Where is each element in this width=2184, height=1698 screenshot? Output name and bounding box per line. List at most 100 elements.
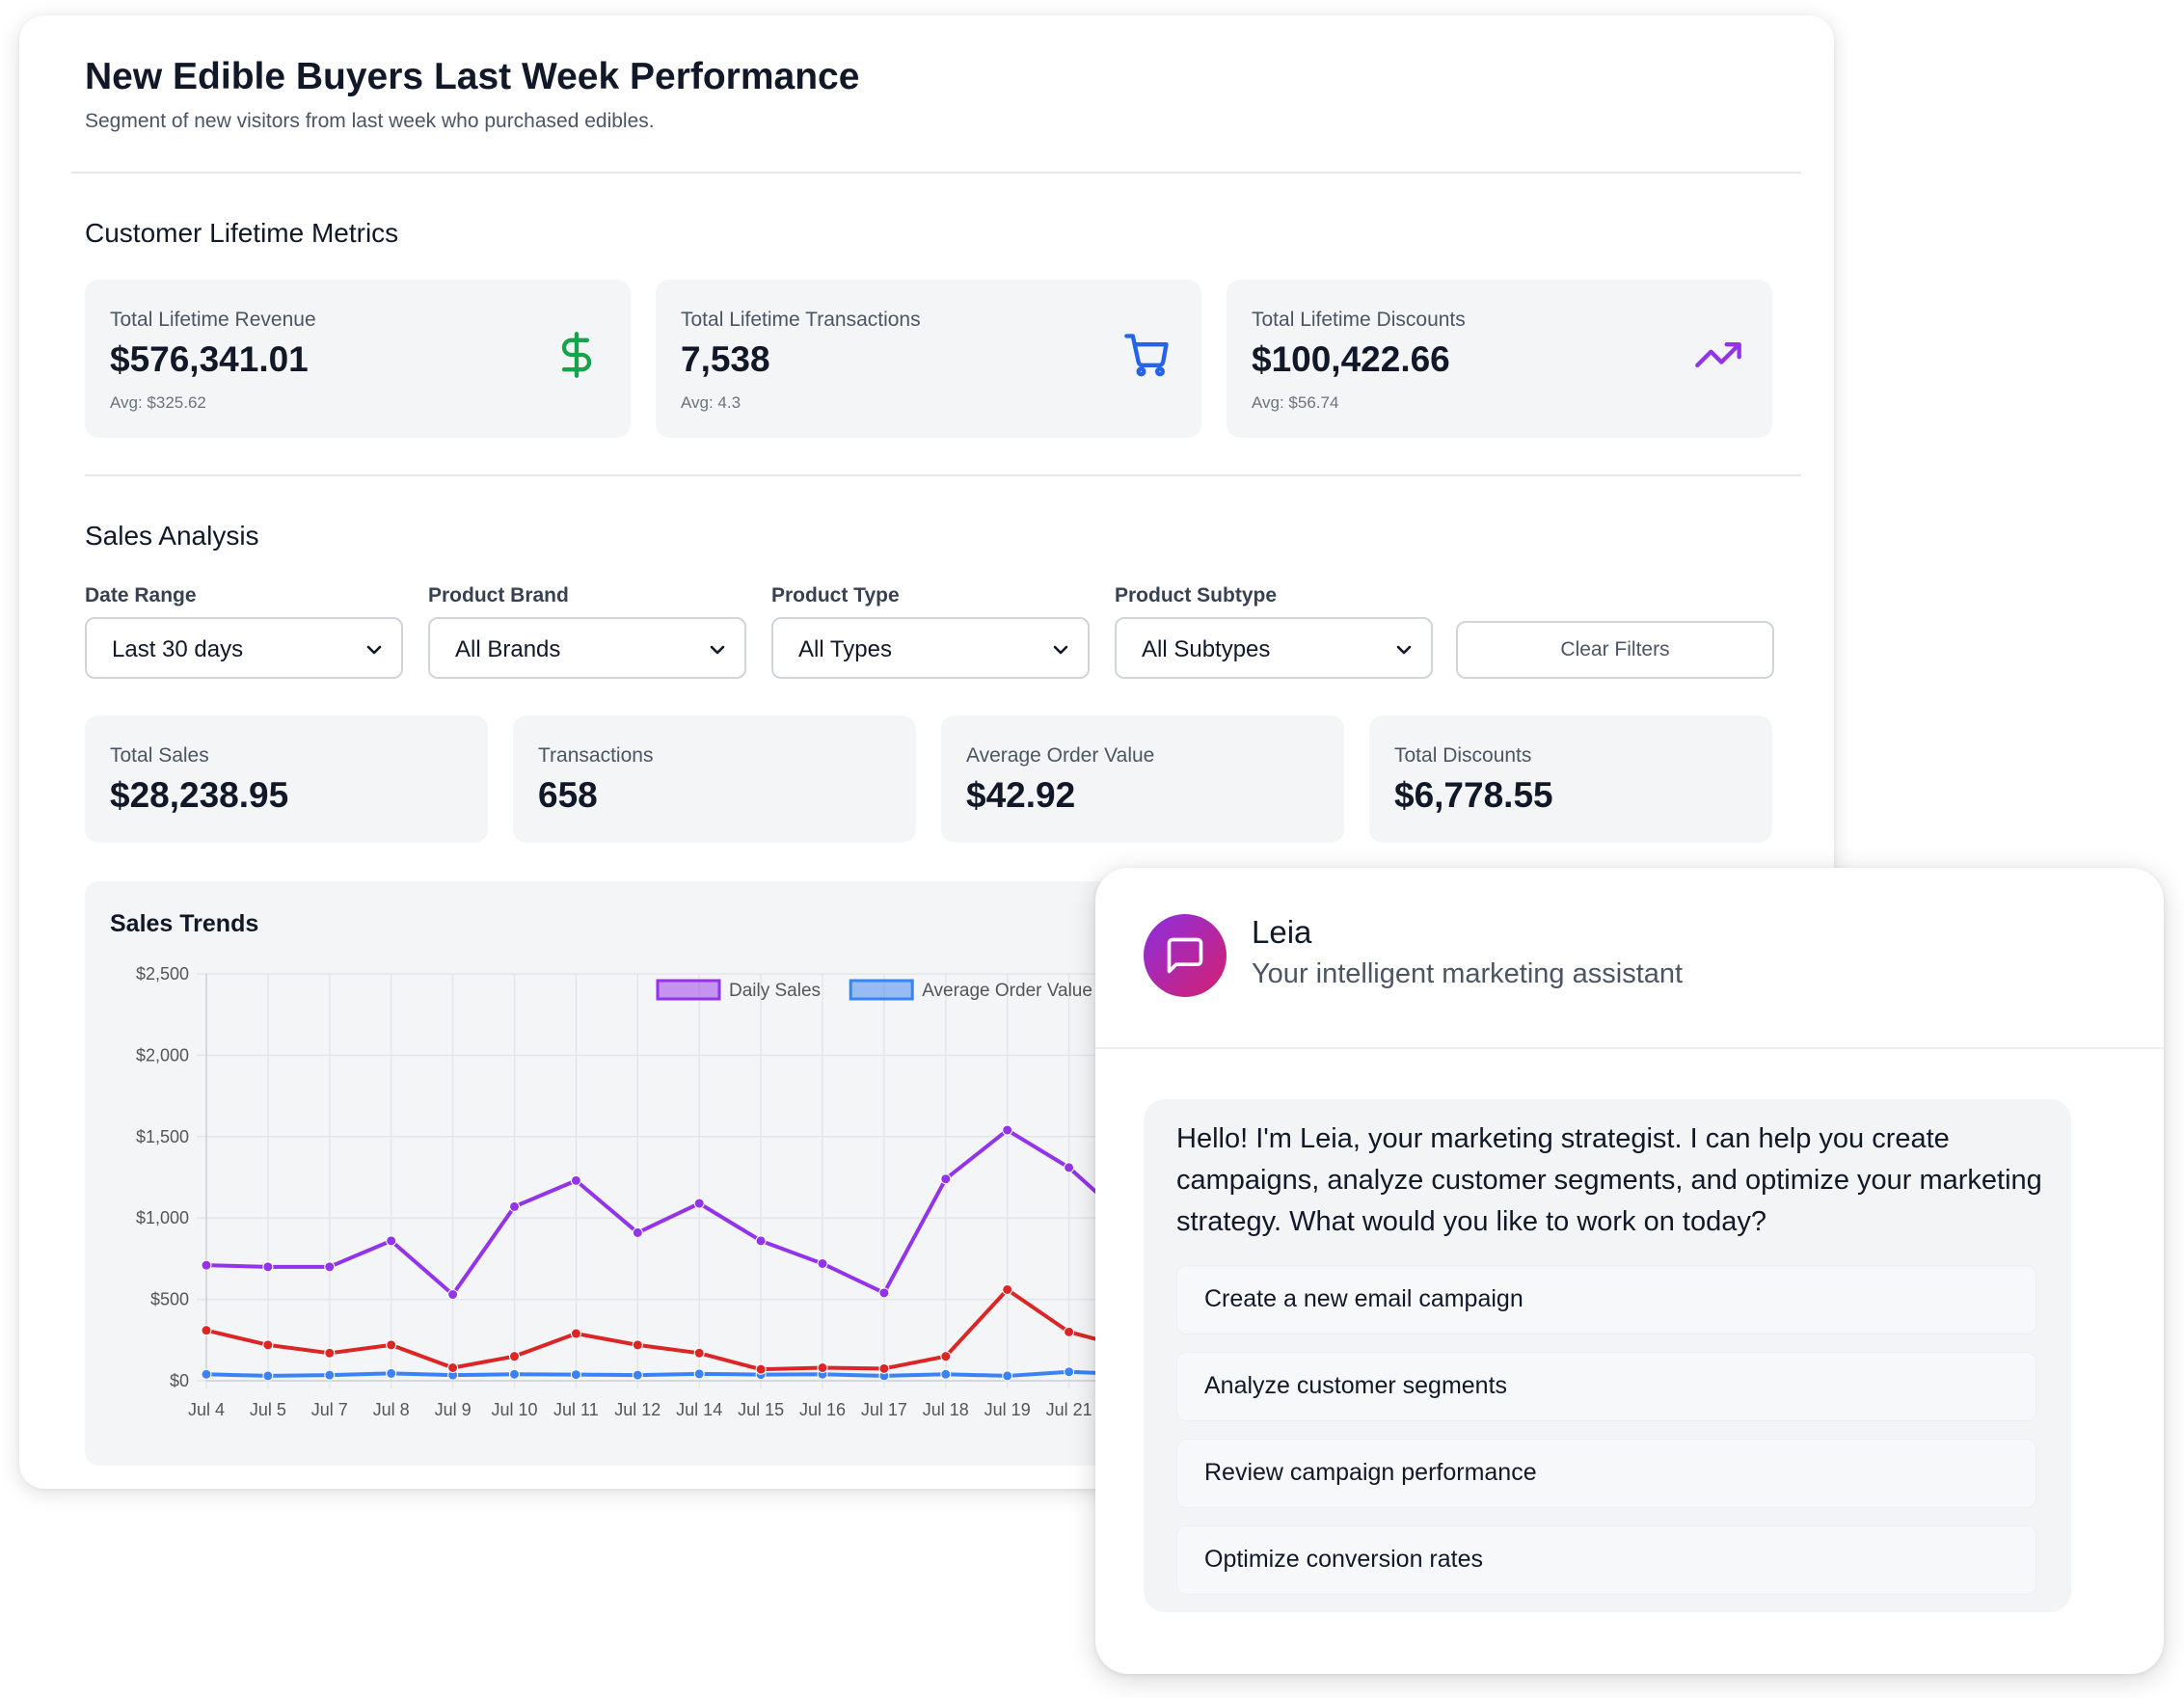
- x-tick-label: Jul 18: [923, 1400, 969, 1419]
- shopping-cart-icon: [1124, 334, 1169, 377]
- data-point: [570, 1369, 581, 1381]
- metric-value: 7,538: [681, 339, 770, 379]
- metric-card-revenue: Total Lifetime Revenue $576,341.01 Avg: …: [85, 280, 631, 438]
- date-range-select[interactable]: Last 30 days: [85, 617, 403, 679]
- sales-card-value: $42.92: [966, 775, 1076, 815]
- legend-swatch: [849, 979, 914, 1001]
- sales-card-transactions: Transactions 658: [513, 715, 916, 843]
- metric-card-transactions: Total Lifetime Transactions 7,538 Avg: 4…: [656, 280, 1201, 438]
- lifetime-section-title: Customer Lifetime Metrics: [85, 218, 399, 248]
- suggestion-email-campaign[interactable]: Create a new email campaign: [1176, 1265, 2036, 1334]
- x-tick-label: Jul 4: [188, 1400, 225, 1419]
- data-point: [878, 1362, 890, 1374]
- x-tick-label: Jul 19: [984, 1400, 1031, 1419]
- suggestion-label: Review campaign performance: [1204, 1459, 1537, 1486]
- chat-divider: [1095, 1047, 2164, 1049]
- clear-filters-button[interactable]: Clear Filters: [1456, 621, 1774, 679]
- x-tick-label: Jul 17: [861, 1400, 907, 1419]
- x-tick-label: Jul 21: [1046, 1400, 1092, 1419]
- chevron-down-icon: [710, 645, 725, 655]
- data-point: [570, 1328, 581, 1339]
- data-point: [878, 1287, 890, 1299]
- sales-card-label: Transactions: [538, 744, 654, 767]
- data-point: [1064, 1366, 1075, 1378]
- data-point: [447, 1361, 459, 1373]
- x-tick-label: Jul 7: [311, 1400, 348, 1419]
- page-subtitle: Segment of new visitors from last week w…: [85, 110, 655, 132]
- sales-card-value: $6,778.55: [1394, 775, 1553, 815]
- sales-card-label: Average Order Value: [966, 744, 1155, 767]
- legend-label: Average Order Value: [922, 981, 1092, 1001]
- data-point: [1064, 1162, 1075, 1173]
- x-tick-label: Jul 12: [614, 1400, 661, 1419]
- x-tick-label: Jul 10: [491, 1400, 537, 1419]
- metric-avg: Avg: $325.62: [110, 393, 206, 412]
- sales-card-label: Total Discounts: [1394, 744, 1532, 767]
- y-tick-label: $1,500: [136, 1127, 189, 1146]
- x-tick-label: Jul 14: [676, 1400, 722, 1419]
- chart-title: Sales Trends: [110, 910, 259, 937]
- data-point: [324, 1369, 336, 1381]
- y-tick-label: $500: [150, 1290, 189, 1309]
- data-point: [447, 1289, 459, 1301]
- data-point: [817, 1257, 828, 1269]
- select-value: All Subtypes: [1142, 636, 1271, 662]
- suggestion-label: Create a new email campaign: [1204, 1285, 1523, 1312]
- y-tick-label: $1,000: [136, 1208, 189, 1227]
- assistant-role: Your intelligent marketing assistant: [1252, 958, 1684, 989]
- x-tick-label: Jul 11: [553, 1400, 599, 1419]
- select-value: Last 30 days: [112, 636, 244, 662]
- x-tick-label: Jul 8: [373, 1400, 410, 1419]
- message-square-icon: [1167, 937, 1203, 974]
- assistant-message: Hello! I'm Leia, your marketing strategi…: [1176, 1123, 2042, 1237]
- data-point: [632, 1339, 643, 1351]
- data-point: [509, 1351, 520, 1362]
- sales-card-total-sales: Total Sales $28,238.95: [85, 715, 488, 843]
- data-point: [1064, 1326, 1075, 1337]
- select-value: All Types: [798, 636, 892, 662]
- x-tick-label: Jul 9: [435, 1400, 472, 1419]
- data-point: [324, 1261, 336, 1273]
- data-point: [755, 1363, 767, 1375]
- product-type-select[interactable]: All Types: [771, 617, 1090, 679]
- y-tick-label: $2,000: [136, 1045, 189, 1065]
- data-point: [1002, 1124, 1013, 1136]
- metric-label: Total Lifetime Discounts: [1252, 309, 1466, 331]
- y-tick-label: $0: [170, 1371, 189, 1390]
- suggestion-customer-segments[interactable]: Analyze customer segments: [1176, 1352, 2036, 1421]
- sales-card-value: $28,238.95: [110, 775, 289, 815]
- data-point: [386, 1367, 397, 1379]
- data-point: [201, 1325, 212, 1336]
- filter-label-brand: Product Brand: [428, 584, 569, 606]
- data-point: [262, 1370, 274, 1382]
- suggestion-conversion-rates[interactable]: Optimize conversion rates: [1176, 1525, 2036, 1595]
- assistant-name: Leia: [1252, 914, 1312, 950]
- product-subtype-select[interactable]: All Subtypes: [1115, 617, 1433, 679]
- sales-card-total-discounts: Total Discounts $6,778.55: [1369, 715, 1772, 843]
- assistant-avatar: [1144, 914, 1227, 997]
- product-brand-select[interactable]: All Brands: [428, 617, 746, 679]
- data-point: [940, 1173, 952, 1185]
- data-point: [570, 1174, 581, 1186]
- data-point: [1002, 1370, 1013, 1382]
- filter-label-subtype: Product Subtype: [1115, 584, 1278, 606]
- sales-card-aov: Average Order Value $42.92: [941, 715, 1344, 843]
- sales-card-label: Total Sales: [110, 744, 209, 767]
- metric-label: Total Lifetime Revenue: [110, 309, 316, 331]
- metric-value: $100,422.66: [1252, 339, 1450, 379]
- trending-up-icon: [1695, 342, 1741, 367]
- data-point: [262, 1261, 274, 1273]
- chevron-down-icon: [1053, 645, 1068, 655]
- data-point: [201, 1259, 212, 1271]
- legend-swatch: [656, 979, 721, 1001]
- data-point: [324, 1347, 336, 1359]
- suggestion-campaign-performance[interactable]: Review campaign performance: [1176, 1439, 2036, 1508]
- assistant-chat-panel: Leia Your intelligent marketing assistan…: [1095, 868, 2164, 1674]
- data-point: [1002, 1283, 1013, 1295]
- data-point: [940, 1351, 952, 1362]
- filter-label-date-range: Date Range: [85, 584, 197, 606]
- chevron-down-icon: [366, 645, 382, 655]
- metric-label: Total Lifetime Transactions: [681, 309, 921, 331]
- metric-avg: Avg: $56.74: [1252, 393, 1339, 412]
- data-point: [693, 1198, 705, 1209]
